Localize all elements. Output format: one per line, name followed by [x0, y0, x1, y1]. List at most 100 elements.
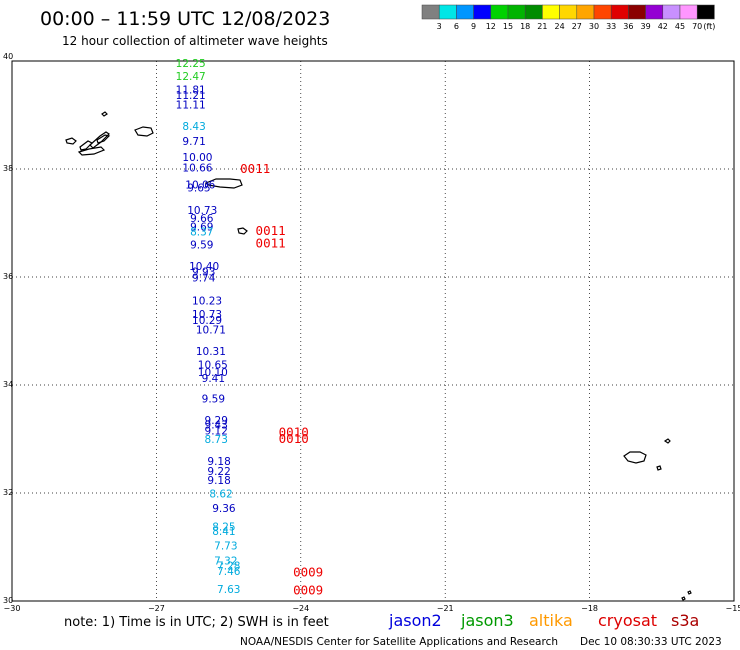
- wave-height-label: 8.25: [212, 521, 235, 533]
- time-label: 0009: [293, 565, 323, 580]
- wave-height-label: 7.46: [217, 566, 241, 578]
- wave-height-label: 10.40: [189, 261, 219, 273]
- x-tick-label: −30: [4, 604, 21, 613]
- colorbar-label: 15: [503, 22, 513, 31]
- wave-height-label: 11.11: [176, 100, 206, 112]
- colorbar-swatch: [524, 4, 543, 20]
- wave-height-label: 7.28: [217, 561, 240, 573]
- island-selvagens: [681, 596, 686, 601]
- wave-height-label: 9.18: [207, 475, 230, 487]
- x-tick-label: −21: [437, 604, 454, 613]
- time-label: 0009: [293, 583, 323, 598]
- wave-height-label: 9.74: [192, 272, 216, 284]
- island-corvo: [101, 111, 108, 117]
- wave-height-label: 9.43: [205, 420, 228, 432]
- wave-height-labels: 12.2512.4711.8111.2111.118.439.7110.0010…: [176, 58, 241, 596]
- y-tick-label: 36: [3, 272, 13, 281]
- colorbar-swatch: [593, 4, 612, 20]
- wave-height-label: 8.37: [190, 226, 213, 238]
- wave-height-label: 9.65: [187, 183, 210, 195]
- wave-height-label: 10.23: [192, 296, 222, 308]
- footer-note: note: 1) Time is in UTC; 2) SWH is in fe…: [64, 615, 329, 630]
- x-tick-label: −27: [148, 604, 165, 613]
- coastlines: [65, 111, 692, 601]
- wave-height-label: 9.93: [192, 266, 215, 278]
- y-tick-label: 32: [3, 488, 13, 497]
- y-tick-label: 30: [3, 596, 13, 605]
- wave-height-label: 9.66: [190, 213, 214, 225]
- colorbar-label: 45: [675, 22, 685, 31]
- wave-height-label: 10.31: [196, 346, 226, 358]
- wave-height-label: 7.63: [217, 584, 240, 596]
- colorbar-swatch: [679, 4, 698, 20]
- x-axis-ticks: −30 −27 −24 −21 −18 −15: [4, 604, 740, 613]
- island-madeira: [623, 451, 647, 464]
- colorbar-label: 36: [623, 22, 633, 31]
- grid: [12, 61, 734, 601]
- wave-height-label: 9.29: [205, 415, 228, 427]
- wave-height-label: 12.25: [176, 58, 206, 70]
- island-flores: [65, 137, 77, 145]
- y-tick-label: 40: [3, 52, 13, 61]
- colorbar-label: 18: [520, 22, 530, 31]
- legend-jason3: jason3: [460, 611, 514, 630]
- colorbar-label: 33: [606, 22, 616, 31]
- colorbar-label: 9: [471, 22, 476, 31]
- colorbar-swatch: [473, 4, 492, 20]
- island-pico: [77, 146, 106, 156]
- wave-height-label: 10.10: [198, 367, 228, 379]
- wave-height-label: 10.00: [182, 152, 212, 164]
- wave-height-label: 9.71: [182, 136, 205, 148]
- wave-height-label: 7.32: [214, 555, 237, 567]
- x-tick-label: −15: [726, 604, 740, 613]
- y-axis-ticks: 30 32 34 36 38 40: [3, 52, 13, 605]
- satellite-legend: jason2 jason3 altika cryosat s3a: [388, 611, 699, 630]
- colorbar-swatch: [542, 4, 560, 20]
- colorbar-swatch: [610, 4, 629, 20]
- wave-height-label: 9.59: [202, 393, 225, 405]
- x-tick-label: −18: [581, 604, 598, 613]
- wave-height-label: 9.22: [207, 466, 230, 478]
- colorbar-label: 39: [641, 22, 651, 31]
- wave-height-label: 9.59: [190, 239, 213, 251]
- colorbar-label: 3: [437, 22, 442, 31]
- colorbar-swatch: [490, 4, 509, 20]
- colorbar-swatch: [456, 4, 474, 20]
- colorbar-swatch: [438, 4, 457, 20]
- wave-height-label: 9.18: [207, 456, 230, 468]
- chart-subtitle: 12 hour collection of altimeter wave hei…: [62, 34, 328, 48]
- wave-height-label: 10.73: [187, 205, 217, 217]
- legend-cryosat: cryosat: [598, 611, 657, 630]
- time-label: 0011: [256, 223, 286, 238]
- map-frame: [11, 60, 735, 602]
- island-desertas: [656, 465, 662, 471]
- wave-height-label: 10.65: [198, 359, 228, 371]
- colorbar-swatch: [421, 4, 440, 20]
- colorbar-label: 12: [486, 22, 496, 31]
- island-sao-miguel: [204, 178, 243, 189]
- wave-height-label: 9.12: [205, 426, 228, 438]
- wave-height-label: 10.29: [192, 315, 222, 327]
- island-faial: [96, 134, 111, 144]
- time-label: 0010: [279, 424, 309, 439]
- wave-height-label: 11.21: [176, 90, 206, 102]
- colorbar-label: 6: [454, 22, 459, 31]
- colorbar-label: 24: [555, 22, 565, 31]
- time-label: 0011: [256, 235, 286, 250]
- wave-height-label: 10.66: [182, 163, 212, 175]
- wave-height-label: 12.47: [176, 71, 206, 83]
- wave-height-label: 9.36: [212, 503, 236, 515]
- colorbar-swatch: [507, 4, 526, 20]
- colorbar-label: 21: [537, 22, 547, 31]
- footer-credit: NOAA/NESDIS Center for Satellite Applica…: [240, 636, 558, 648]
- colorbar-swatch: [559, 4, 578, 20]
- legend-jason2: jason2: [388, 611, 442, 630]
- wave-height-label: 8.43: [182, 121, 205, 133]
- wave-height-label: 10.06: [185, 179, 215, 191]
- y-tick-label: 38: [3, 164, 13, 173]
- chart-title: 00:00 – 11:59 UTC 12/08/2023: [40, 8, 330, 30]
- legend-s3a: s3a: [671, 611, 699, 630]
- colorbar-swatch: [645, 4, 664, 20]
